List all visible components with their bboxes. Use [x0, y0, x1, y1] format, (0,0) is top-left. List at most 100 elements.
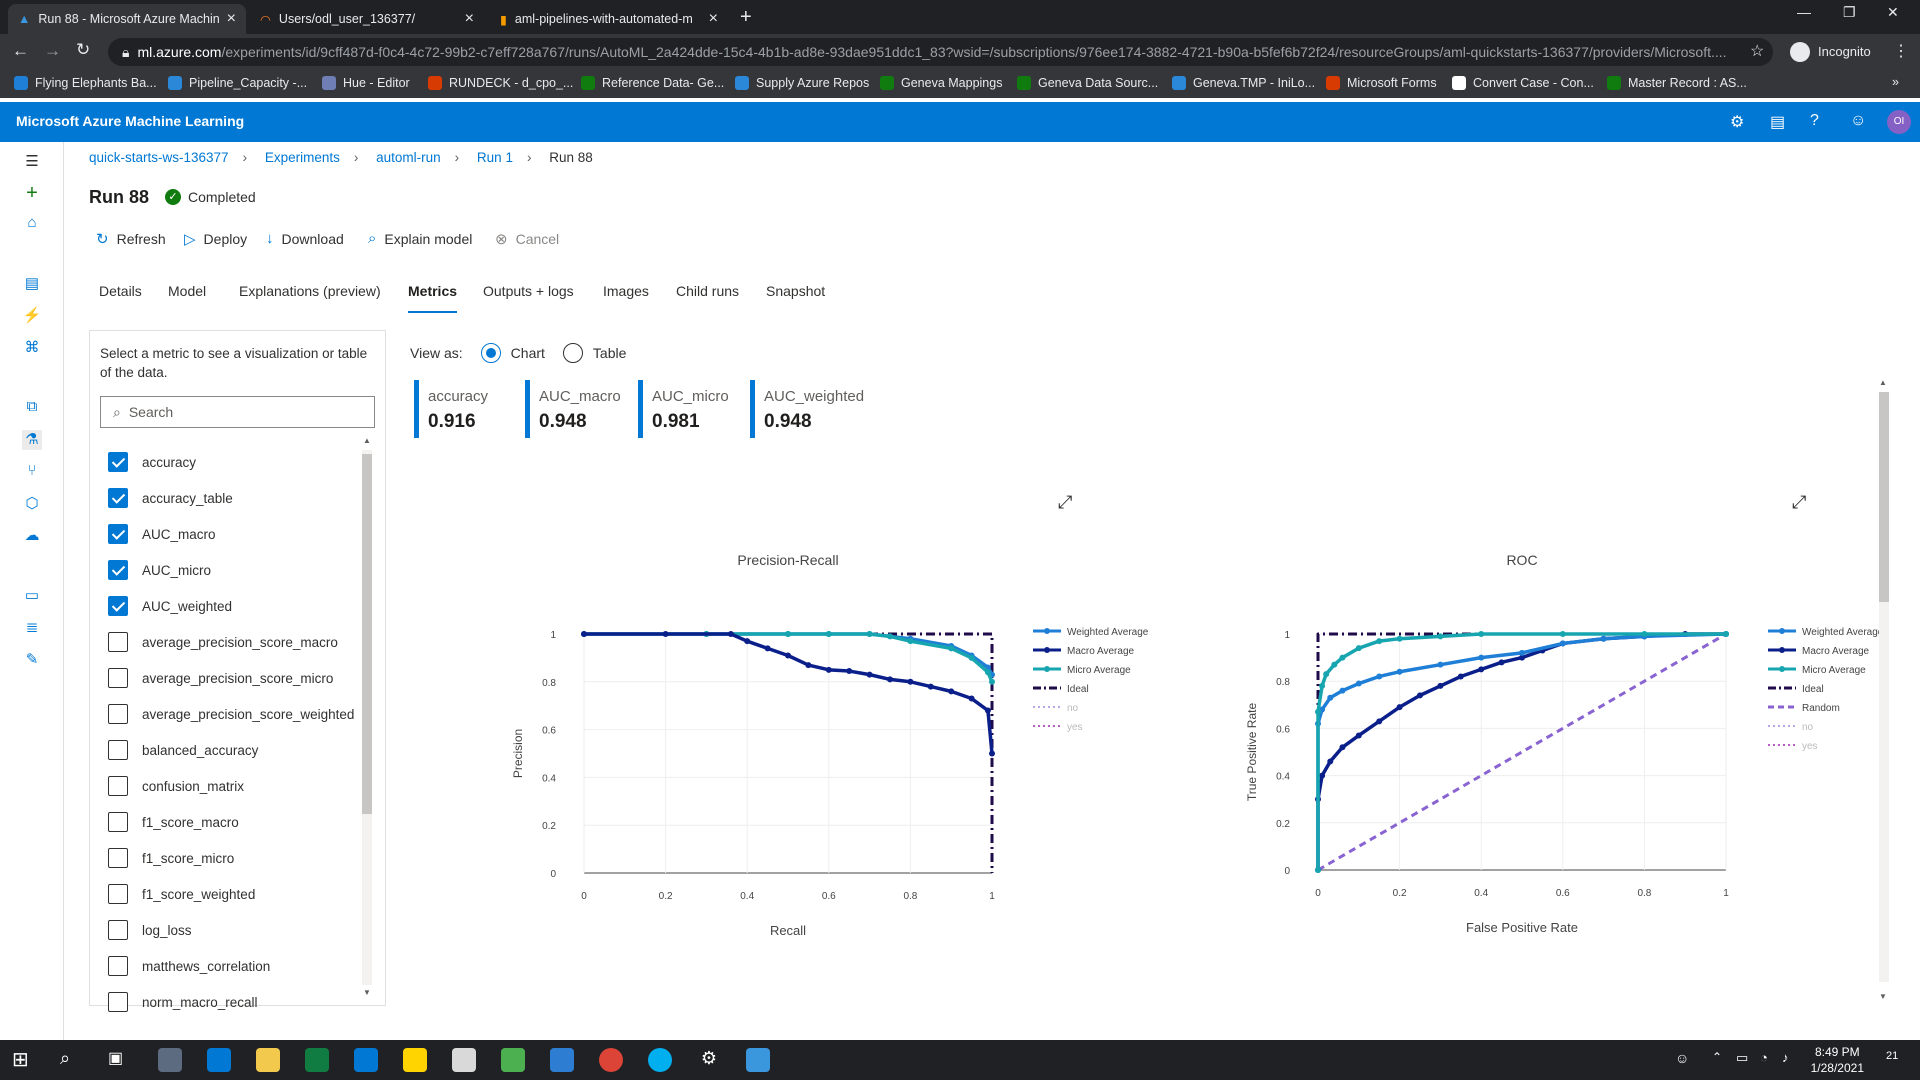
close-tab-icon[interactable]: ×: [464, 10, 474, 27]
browser-tab[interactable]: ◠ Users/odl_user_136377/ ×: [250, 4, 484, 34]
app-icon[interactable]: [158, 1048, 182, 1072]
bookmark-item[interactable]: Geneva.TMP - IniLo...: [1172, 76, 1315, 90]
metric-checkbox[interactable]: [108, 884, 128, 904]
metric-checkbox[interactable]: [108, 920, 128, 940]
chart-radio[interactable]: [480, 343, 501, 363]
legend-label[interactable]: no: [1802, 722, 1814, 733]
breadcrumb-parent-run[interactable]: Run 1: [476, 150, 513, 165]
models-icon[interactable]: ⬡: [25, 495, 39, 512]
endpoints-icon[interactable]: ☁: [24, 527, 40, 544]
metric-list-item[interactable]: f1_score_micro: [108, 848, 234, 868]
breadcrumb-experiments[interactable]: Experiments: [264, 150, 340, 165]
settings-icon[interactable]: ⚙: [1730, 114, 1745, 131]
metric-list-item[interactable]: AUC_weighted: [108, 596, 232, 616]
bookmark-item[interactable]: Pipeline_Capacity -...: [168, 76, 307, 90]
experiments-icon[interactable]: ⚗: [22, 430, 42, 450]
excel-icon[interactable]: [305, 1048, 329, 1072]
metric-checkbox[interactable]: [108, 956, 128, 976]
legend-label[interactable]: Micro Average: [1067, 665, 1131, 676]
search-icon[interactable]: ⌕: [60, 1048, 71, 1068]
legend-label[interactable]: Micro Average: [1802, 665, 1866, 676]
metric-checkbox[interactable]: [108, 488, 128, 508]
tab-details[interactable]: Details: [99, 283, 142, 299]
smiley-icon[interactable]: ☺: [1850, 112, 1867, 129]
feedback-icon[interactable]: ▤: [1770, 114, 1786, 131]
avatar[interactable]: OI: [1887, 110, 1911, 134]
scrollbar-thumb[interactable]: [1879, 392, 1889, 602]
legend-label[interactable]: yes: [1067, 722, 1083, 733]
people-icon[interactable]: ☺: [1675, 1050, 1690, 1066]
bookmark-item[interactable]: Microsoft Forms: [1326, 76, 1437, 90]
scroll-up-icon[interactable]: ▲: [1879, 378, 1887, 387]
metric-list-item[interactable]: AUC_macro: [108, 524, 216, 544]
volume-icon[interactable]: ♪: [1782, 1050, 1789, 1065]
download-button[interactable]: ↓ Download: [266, 230, 344, 247]
wifi-icon[interactable]: ◔: [1760, 1050, 1768, 1065]
app-icon[interactable]: [746, 1048, 770, 1072]
legend-label[interactable]: Ideal: [1067, 684, 1089, 695]
legend-label[interactable]: no: [1067, 703, 1079, 714]
datasets-icon[interactable]: ⧉: [26, 398, 38, 415]
metric-search-input[interactable]: ⌕ Search: [100, 396, 375, 428]
metric-checkbox[interactable]: [108, 668, 128, 688]
metric-list-item[interactable]: balanced_accuracy: [108, 740, 258, 760]
metric-list-item[interactable]: AUC_micro: [108, 560, 211, 580]
tab-images[interactable]: Images: [603, 283, 649, 299]
expand-chart-icon[interactable]: ⤢: [1058, 492, 1073, 512]
back-icon[interactable]: ←: [12, 41, 29, 60]
cancel-button[interactable]: ⊗ Cancel: [495, 230, 559, 248]
metric-checkbox[interactable]: [108, 740, 128, 760]
metric-checkbox[interactable]: [108, 992, 128, 1012]
more-bookmarks-icon[interactable]: »: [1892, 75, 1899, 89]
legend-label[interactable]: Weighted Average: [1067, 627, 1149, 638]
metric-list-item[interactable]: log_loss: [108, 920, 192, 940]
scroll-down-icon[interactable]: ▼: [363, 988, 371, 997]
restore-icon[interactable]: ❐: [1843, 4, 1856, 20]
bookmark-item[interactable]: Master Record : AS...: [1607, 76, 1747, 90]
bookmark-star-icon[interactable]: ☆: [1750, 43, 1765, 60]
skype-icon[interactable]: [648, 1048, 672, 1072]
bookmark-item[interactable]: Geneva Mappings: [880, 76, 1002, 90]
bookmark-item[interactable]: Hue - Editor: [322, 76, 410, 90]
app-icon[interactable]: [452, 1048, 476, 1072]
address-bar[interactable]: 🔒︎ ml.azure.com/experiments/id/9cff487d-…: [108, 38, 1773, 66]
browser-menu-icon[interactable]: ⋮: [1893, 43, 1909, 60]
metric-checkbox[interactable]: [108, 812, 128, 832]
home-icon[interactable]: ⌂: [27, 214, 37, 231]
pipelines-icon[interactable]: ⑂: [27, 462, 37, 479]
close-tab-icon[interactable]: ×: [708, 10, 718, 27]
tab-outputs-logs[interactable]: Outputs + logs: [483, 283, 574, 299]
metric-list-scrollbar[interactable]: ▲ ▼: [360, 436, 374, 1001]
metric-list-item[interactable]: average_precision_score_weighted: [108, 704, 354, 724]
scroll-up-icon[interactable]: ▲: [363, 436, 371, 445]
compute-icon[interactable]: ▭: [24, 587, 40, 604]
metric-checkbox[interactable]: [108, 704, 128, 724]
chrome-icon[interactable]: [599, 1048, 623, 1072]
table-radio[interactable]: [562, 343, 583, 363]
content-scrollbar[interactable]: ▲ ▼: [1876, 378, 1890, 1006]
bookmark-item[interactable]: Flying Elephants Ba...: [14, 76, 157, 90]
designer-icon[interactable]: ⌘: [24, 339, 40, 356]
task-view-icon[interactable]: ▣: [108, 1050, 124, 1067]
hamburger-menu-icon[interactable]: ☰: [25, 153, 39, 170]
legend-label[interactable]: Random: [1802, 703, 1840, 714]
tab-explanations[interactable]: Explanations (preview): [239, 283, 381, 299]
bookmark-item[interactable]: RUNDECK - d_cpo_...: [428, 76, 573, 90]
bookmark-item[interactable]: Convert Case - Con...: [1452, 76, 1594, 90]
battery-icon[interactable]: ▭: [1736, 1050, 1749, 1065]
metric-list-item[interactable]: accuracy_table: [108, 488, 233, 508]
legend-label[interactable]: Weighted Average: [1802, 627, 1884, 638]
bookmark-item[interactable]: Geneva Data Sourc...: [1017, 76, 1158, 90]
metric-checkbox[interactable]: [108, 524, 128, 544]
legend-label[interactable]: yes: [1802, 741, 1818, 752]
metric-checkbox[interactable]: [108, 452, 128, 472]
new-tab-icon[interactable]: +: [740, 6, 752, 28]
scroll-down-icon[interactable]: ▼: [1879, 992, 1887, 1001]
create-new-icon[interactable]: +: [26, 182, 38, 204]
expand-chart-icon[interactable]: ⤢: [1792, 492, 1807, 512]
close-tab-icon[interactable]: ×: [226, 10, 236, 27]
tab-metrics[interactable]: Metrics: [408, 283, 458, 299]
azure-icon[interactable]: [354, 1048, 378, 1072]
chevron-up-icon[interactable]: ⌃: [1712, 1050, 1723, 1064]
metric-checkbox[interactable]: [108, 848, 128, 868]
